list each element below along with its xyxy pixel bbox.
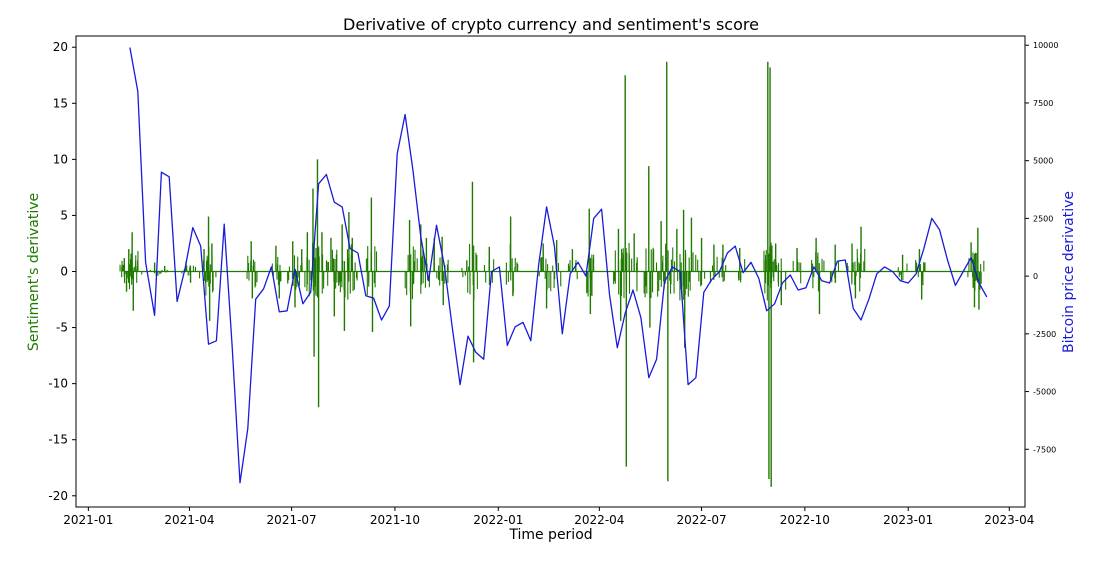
- axes: -20 -15 -10 -5 0 5 10 15 20 -7500 -5000 -2500 0 2500 5…: [48, 35, 1058, 527]
- sentiment-spike: [365, 197, 376, 296]
- right-y-tick-label: 2500: [1033, 214, 1053, 223]
- sentiment-spike: [685, 217, 697, 291]
- right-y-tick-label: 10000: [1033, 41, 1058, 50]
- chart-title: Derivative of crypto currency and sentim…: [343, 15, 759, 34]
- sentiment-spike: [613, 228, 620, 295]
- sentiment-spike: [663, 243, 674, 482]
- sentiment-spike: [186, 265, 197, 283]
- left-y-tick-label: -10: [48, 377, 68, 391]
- sentiment-spike: [206, 243, 217, 282]
- sentiment-spike: [461, 260, 470, 278]
- sentiment-spike: [815, 251, 825, 315]
- x-tick-label: 2021-01: [63, 513, 113, 527]
- left-y-tick-label: 20: [53, 40, 68, 54]
- sentiment-spike: [628, 233, 638, 292]
- left-y-axis-label: Sentiment's derivative: [26, 193, 42, 351]
- x-tick-label: 2022-07: [676, 513, 726, 527]
- sentiment-spike: [248, 261, 258, 299]
- left-y-tick-label: 0: [60, 265, 68, 279]
- left-y-tick-label: -5: [56, 321, 68, 335]
- sentiment-spike: [347, 237, 358, 290]
- sentiment-spike: [768, 253, 777, 487]
- x-tick-label: 2022-01: [473, 513, 523, 527]
- plot-area: [119, 47, 988, 487]
- sentiment-spike: [304, 232, 310, 292]
- sentiment-spike: [276, 256, 282, 299]
- right-y-axis-label: Bitcoin price derivative: [1061, 191, 1077, 353]
- right-y-tick-label: -2500: [1033, 330, 1056, 339]
- left-y-tick-label: 5: [60, 208, 68, 222]
- left-y-tick-label: -15: [48, 433, 68, 447]
- bitcoin-line: [129, 47, 988, 484]
- sentiment-spike: [763, 61, 771, 301]
- right-y-tick-label: 0: [1033, 272, 1038, 281]
- x-tick-label: 2022-10: [780, 513, 830, 527]
- sentiment-spike: [856, 226, 866, 292]
- sentiment-spike: [586, 250, 595, 315]
- sentiment-spike: [697, 237, 706, 287]
- sentiment-spike: [296, 249, 303, 279]
- sentiment-spike: [505, 216, 516, 294]
- sentiment-spike: [127, 251, 139, 311]
- sentiment-spike: [644, 248, 654, 328]
- sentiment-spike: [620, 75, 631, 299]
- x-tick-label: 2021-07: [267, 513, 317, 527]
- sentiment-spike: [317, 232, 327, 289]
- x-axis-label: Time period: [508, 527, 592, 543]
- sentiment-spike: [159, 265, 168, 275]
- sentiment-spike: [132, 260, 143, 275]
- right-y-tick-label: -7500: [1033, 445, 1056, 454]
- x-tick-label: 2022-04: [574, 513, 624, 527]
- left-y-tick-label: 10: [53, 152, 68, 166]
- left-y-tick-label: 15: [53, 96, 68, 110]
- sentiment-spike: [507, 258, 519, 297]
- sentiment-spike: [483, 246, 495, 285]
- sentiment-spike: [406, 246, 416, 327]
- right-y-tick-label: 7500: [1033, 99, 1053, 108]
- sentiment-spike: [897, 254, 908, 281]
- right-y-tick-label: 5000: [1033, 157, 1053, 166]
- sentiment-spike: [792, 247, 802, 284]
- sentiment-spike: [662, 61, 672, 289]
- sentiment-spike: [339, 260, 349, 331]
- sentiment-spike: [287, 241, 299, 284]
- sentiment-spike: [567, 249, 578, 280]
- sentiment-spike: [437, 259, 449, 306]
- x-tick-label: 2023-04: [984, 513, 1034, 527]
- left-y-tick-label: -20: [48, 489, 68, 503]
- sentiment-spike: [737, 247, 746, 283]
- x-tick-label: 2021-10: [370, 513, 420, 527]
- sentiment-spike: [541, 257, 552, 309]
- sentiment-spike: [366, 251, 378, 333]
- sentiment-spike: [620, 242, 630, 467]
- x-tick-label: 2023-01: [883, 513, 933, 527]
- right-y-tick-label: -5000: [1033, 388, 1056, 397]
- x-tick-label: 2021-04: [164, 513, 214, 527]
